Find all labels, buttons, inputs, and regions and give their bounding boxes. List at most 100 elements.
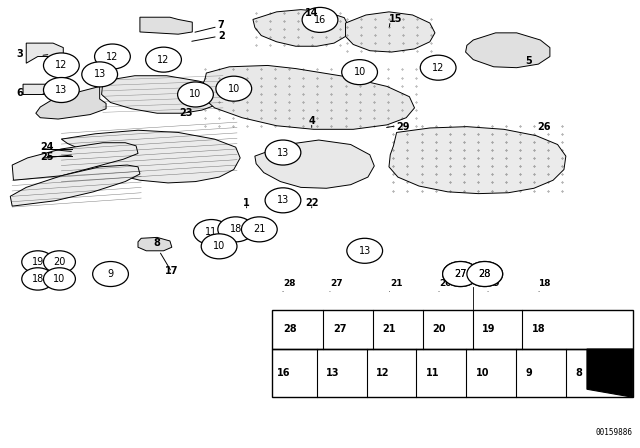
Bar — [272, 349, 633, 397]
Circle shape — [193, 220, 229, 245]
Text: 19: 19 — [486, 291, 488, 293]
Circle shape — [265, 188, 301, 213]
Text: 16: 16 — [314, 15, 326, 25]
Text: 23: 23 — [179, 108, 193, 118]
Circle shape — [443, 262, 478, 287]
Text: 12: 12 — [157, 55, 170, 65]
Polygon shape — [255, 140, 374, 188]
Circle shape — [218, 217, 253, 242]
Circle shape — [146, 47, 181, 72]
Circle shape — [216, 76, 252, 101]
Circle shape — [44, 78, 79, 103]
Text: 27: 27 — [330, 291, 331, 293]
Text: 3: 3 — [17, 49, 24, 59]
Text: 21: 21 — [389, 291, 391, 293]
Text: 20: 20 — [433, 324, 446, 334]
Text: 8: 8 — [154, 238, 161, 248]
Text: 6: 6 — [17, 88, 24, 98]
Circle shape — [177, 82, 213, 107]
Circle shape — [443, 262, 478, 287]
Text: 21: 21 — [390, 279, 403, 289]
Text: 27: 27 — [454, 269, 467, 279]
Text: 27: 27 — [454, 269, 467, 279]
Circle shape — [467, 262, 502, 287]
Circle shape — [420, 55, 456, 80]
Polygon shape — [36, 86, 106, 119]
Text: 18: 18 — [538, 279, 551, 289]
Text: 5: 5 — [525, 56, 532, 66]
Circle shape — [302, 8, 338, 32]
Text: 10: 10 — [213, 241, 225, 251]
Text: 13: 13 — [277, 147, 289, 158]
Circle shape — [44, 268, 76, 290]
Polygon shape — [466, 33, 550, 68]
Text: 12: 12 — [376, 368, 390, 378]
Polygon shape — [202, 65, 415, 129]
Text: 20: 20 — [53, 257, 66, 267]
Text: 20: 20 — [439, 279, 451, 289]
Text: 16: 16 — [276, 368, 290, 378]
Text: 1: 1 — [243, 198, 250, 207]
Text: 2: 2 — [218, 30, 225, 40]
Circle shape — [93, 262, 129, 287]
Circle shape — [82, 62, 118, 87]
Polygon shape — [102, 76, 223, 113]
Text: 20: 20 — [438, 291, 440, 293]
Text: 13: 13 — [358, 246, 371, 256]
Text: 15: 15 — [389, 14, 403, 25]
Polygon shape — [587, 349, 633, 397]
Polygon shape — [138, 237, 172, 251]
Circle shape — [22, 251, 54, 273]
Circle shape — [241, 217, 277, 242]
Circle shape — [95, 44, 131, 69]
Text: 19: 19 — [487, 279, 500, 289]
Polygon shape — [61, 130, 240, 183]
Text: 10: 10 — [228, 84, 240, 94]
Text: 22: 22 — [305, 198, 319, 207]
Text: 14: 14 — [305, 8, 319, 18]
Text: 13: 13 — [93, 69, 106, 79]
Polygon shape — [12, 143, 138, 180]
Circle shape — [467, 262, 502, 287]
Text: 29: 29 — [397, 122, 410, 132]
Text: 12: 12 — [55, 60, 68, 70]
Polygon shape — [26, 43, 63, 64]
Circle shape — [342, 60, 378, 85]
Text: 21: 21 — [383, 324, 396, 334]
Text: 7: 7 — [218, 20, 225, 30]
Text: 12: 12 — [432, 63, 444, 73]
Text: 25: 25 — [40, 152, 54, 162]
Circle shape — [44, 251, 76, 273]
Text: 11: 11 — [426, 368, 440, 378]
Polygon shape — [389, 127, 566, 194]
Circle shape — [44, 53, 79, 78]
Text: 28: 28 — [479, 269, 491, 279]
Text: 9: 9 — [525, 368, 532, 378]
Text: 18: 18 — [532, 324, 546, 334]
Circle shape — [347, 238, 383, 263]
Text: 19: 19 — [31, 257, 44, 267]
Text: 9: 9 — [108, 269, 113, 279]
Text: 10: 10 — [53, 274, 65, 284]
Text: 13: 13 — [277, 195, 289, 205]
Circle shape — [22, 268, 54, 290]
Text: 18: 18 — [31, 274, 44, 284]
Text: 17: 17 — [165, 266, 179, 276]
Text: 28: 28 — [283, 324, 296, 334]
Text: 10: 10 — [476, 368, 490, 378]
Text: 10: 10 — [189, 90, 202, 99]
Polygon shape — [346, 12, 435, 52]
Polygon shape — [253, 9, 349, 46]
Text: 13: 13 — [326, 368, 340, 378]
Text: 18: 18 — [538, 291, 540, 293]
Text: 28: 28 — [283, 279, 296, 289]
Polygon shape — [140, 17, 192, 34]
Text: 8: 8 — [575, 368, 582, 378]
Text: 18: 18 — [230, 224, 242, 234]
Text: 28: 28 — [479, 269, 491, 279]
Text: 28: 28 — [282, 291, 284, 293]
Text: 24: 24 — [40, 142, 54, 152]
Bar — [272, 310, 633, 349]
Circle shape — [265, 140, 301, 165]
Polygon shape — [23, 84, 51, 95]
